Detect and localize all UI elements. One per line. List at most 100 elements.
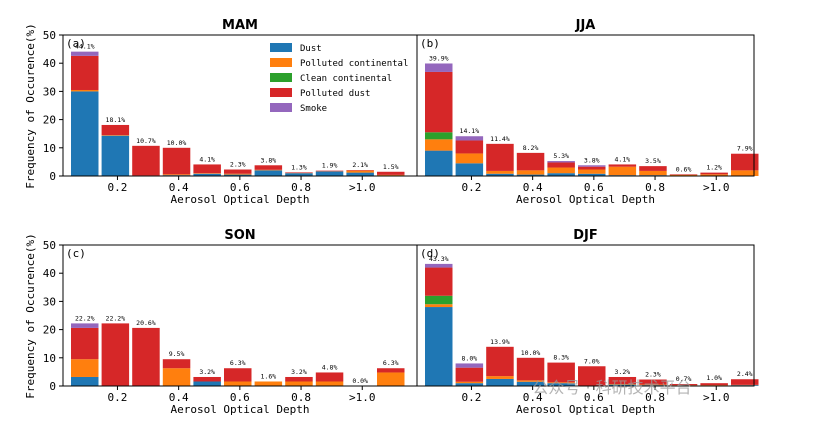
bar-polluted-dust — [608, 164, 637, 167]
bar-polluted-dust — [608, 376, 637, 385]
bar-total-label: 1.5% — [383, 163, 399, 171]
bar-total-label: 4.1% — [615, 155, 631, 163]
bar-polluted-continental — [516, 170, 545, 175]
bar-polluted-continental — [455, 153, 484, 164]
panel-mam: MAM 44.1% 18.1% 10.7% 10.0% 4.1% 2.3% 3.8% 1.3% 1… — [43, 18, 418, 206]
bar-polluted-continental — [578, 169, 606, 174]
bar-total-label: 3.5% — [645, 157, 661, 165]
bar-polluted-dust — [547, 162, 575, 168]
panel-djf: DJF 43.3% 8.0% 13.9% 10.0% 8.3% 7.0% 3.2% 2.3% 0.… — [416, 228, 759, 416]
bar-total-label: 3.2% — [199, 368, 215, 376]
ylabel-bottom: Frequency of Occurence(%) — [24, 233, 37, 399]
bar-polluted-continental — [486, 170, 514, 174]
panel-title: JJA — [575, 18, 596, 33]
bar-dust — [254, 170, 283, 176]
y-tick-label: 10 — [43, 352, 56, 365]
bar-polluted-continental — [516, 380, 545, 382]
bar-polluted-continental — [669, 174, 698, 176]
legend-swatch — [270, 58, 292, 67]
bar-dust — [101, 135, 130, 176]
x-tick-label: 0.6 — [584, 391, 604, 404]
x-tick-label: 0.6 — [584, 181, 604, 194]
bar-polluted-continental — [700, 174, 728, 176]
legend-label: Polluted continental — [300, 59, 408, 69]
bar-polluted-dust — [516, 357, 545, 381]
bar-total-label: 10.0% — [521, 349, 541, 357]
legend-swatch — [270, 88, 292, 97]
bar-dust — [516, 174, 545, 176]
y-tick-label: 10 — [43, 142, 56, 155]
bar-total-label: 4.8% — [322, 363, 338, 371]
bar-polluted-continental — [547, 382, 575, 384]
bar-polluted-continental — [101, 135, 130, 136]
panel-title: MAM — [222, 18, 258, 33]
bar-polluted-continental — [425, 304, 453, 308]
y-tick-label: 0 — [49, 380, 56, 393]
bar-polluted-dust — [377, 171, 405, 175]
legend-swatch — [270, 73, 292, 82]
bar-polluted-dust — [547, 362, 575, 383]
x-tick-label: 0.6 — [230, 181, 250, 194]
bar-total-label: 39.9% — [429, 54, 449, 62]
x-tick-label: 0.4 — [523, 181, 543, 194]
bar-dust — [193, 173, 221, 176]
bar-smoke — [425, 63, 453, 72]
bar-total-label: 2.3% — [645, 371, 661, 379]
x-tick-label: 0.4 — [523, 391, 543, 404]
bar-polluted-dust — [639, 166, 667, 171]
bar-polluted-dust — [224, 368, 252, 382]
bar-total-label: 1.0% — [706, 374, 722, 382]
bar-polluted-dust — [162, 147, 191, 175]
bar-total-label: 0.7% — [676, 375, 692, 383]
panel-label: (b) — [420, 37, 440, 50]
bar-total-label: 0.0% — [352, 377, 368, 385]
x-tick-label: 0.8 — [291, 391, 311, 404]
x-tick-label: 0.4 — [169, 181, 189, 194]
bar-polluted-dust — [731, 379, 759, 385]
y-tick-label: 50 — [43, 29, 56, 42]
legend-label: Clean continental — [300, 74, 392, 84]
x-tick-label: >1.0 — [703, 391, 730, 404]
bar-dust — [71, 376, 99, 386]
bar-polluted-dust — [486, 346, 514, 377]
y-tick-label: 30 — [43, 85, 56, 98]
bar-polluted-dust — [71, 55, 99, 90]
bar-polluted-dust — [254, 165, 283, 170]
bar-total-label: 22.2% — [75, 314, 95, 322]
bar-dust — [346, 172, 374, 176]
bar-total-label: 18.1% — [106, 116, 126, 124]
bar-total-label: 20.6% — [136, 319, 156, 327]
axes-frame — [416, 244, 755, 387]
x-axis-label: Aerosol Optical Depth — [516, 403, 655, 416]
bar-dust — [516, 381, 545, 386]
bar-dust — [486, 173, 514, 176]
bar-polluted-dust — [425, 71, 453, 133]
bar-polluted-dust — [193, 376, 221, 382]
bar-polluted-continental — [224, 381, 252, 386]
x-tick-label: 0.2 — [108, 391, 128, 404]
legend-swatch — [270, 103, 292, 112]
bar-dust — [486, 378, 514, 386]
legend: Dust Polluted continental Clean continenta… — [270, 43, 408, 114]
legend-label: Smoke — [300, 104, 327, 114]
bar-total-label: 7.9% — [737, 145, 753, 153]
x-tick-label: >1.0 — [349, 181, 376, 194]
x-axis-label: Aerosol Optical Depth — [170, 403, 309, 416]
bar-dust — [547, 173, 575, 176]
bar-total-label: 2.3% — [230, 161, 246, 169]
bar-clean-continental — [425, 295, 453, 305]
x-axis-label: Aerosol Optical Depth — [170, 193, 309, 206]
bar-total-label: 22.2% — [106, 314, 126, 322]
bar-total-label: 43.3% — [429, 255, 449, 263]
bar-dust — [608, 384, 637, 386]
bar-total-label: 2.1% — [352, 161, 368, 169]
bar-polluted-dust — [669, 174, 698, 175]
bar-total-label: 13.9% — [490, 338, 510, 346]
bar-dust — [547, 383, 575, 386]
bar-polluted-continental — [455, 381, 484, 384]
x-tick-label: 0.8 — [645, 181, 665, 194]
bar-polluted-continental — [71, 89, 99, 92]
bar-total-label: 14.1% — [460, 127, 480, 135]
y-tick-label: 40 — [43, 267, 56, 280]
